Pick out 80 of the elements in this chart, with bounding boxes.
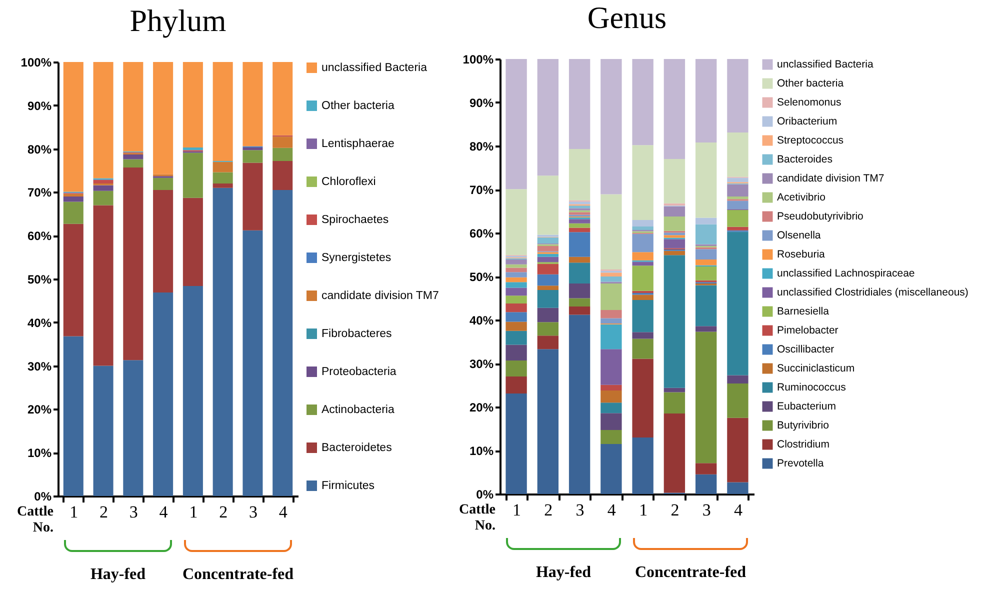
legend-label: Proteobacteria bbox=[322, 366, 397, 378]
y-tick-label: 70% bbox=[27, 186, 52, 200]
y-tick-label: 20% bbox=[27, 402, 52, 417]
x-tick-label: 4 bbox=[734, 500, 743, 520]
legend-label: Clostridium bbox=[777, 438, 830, 450]
y-tick-label: 100% bbox=[20, 56, 52, 70]
legend-label: Selenomonus bbox=[777, 96, 842, 108]
chart-title: Phylum bbox=[130, 3, 226, 38]
legend-label: Bacteroides bbox=[777, 154, 832, 166]
y-tick-label: 10% bbox=[27, 446, 52, 460]
x-tick-label: 4 bbox=[607, 500, 616, 520]
legend-label: Succiniclasticum bbox=[777, 362, 855, 374]
y-tick-label: 90% bbox=[27, 98, 52, 113]
legend-label: Ruminococcus bbox=[777, 382, 846, 394]
x-tick-label: 3 bbox=[576, 500, 584, 520]
y-tick-label: 0% bbox=[476, 488, 494, 502]
legend-label: Pimelobacter bbox=[777, 324, 839, 336]
x-tick-label: 1 bbox=[70, 502, 78, 522]
y-tick-label: 40% bbox=[27, 316, 52, 330]
legend-label: unclassified Clostridiales (miscellaneous) bbox=[777, 286, 968, 298]
legend-label: unclassified Lachnospiraceae bbox=[777, 268, 915, 280]
x-tick-label: 1 bbox=[512, 500, 522, 520]
legend-label: Other bacteria bbox=[322, 100, 395, 112]
legend-label: Chloroflexi bbox=[322, 176, 376, 188]
legend-label: candidate division TM7 bbox=[322, 290, 439, 302]
legend-label: Oribacterium bbox=[777, 116, 838, 128]
y-tick-label: 100% bbox=[462, 52, 494, 66]
y-tick-label: 0% bbox=[34, 490, 52, 504]
x-tick-label: 2 bbox=[670, 500, 680, 520]
x-tick-label: 3 bbox=[129, 502, 138, 522]
legend-label: unclassified Bacteria bbox=[777, 58, 874, 70]
y-tick-label: 80% bbox=[469, 140, 494, 154]
x-tick-label: 4 bbox=[278, 502, 288, 522]
y-tick-label: 50% bbox=[27, 272, 52, 286]
legend-label: Lentisphaerae bbox=[322, 138, 394, 150]
x-tick-label: 1 bbox=[639, 500, 648, 520]
legend-label: Pseudobutyrivibrio bbox=[777, 210, 864, 222]
legend-label: Olsenella bbox=[777, 230, 821, 242]
y-tick-label: 90% bbox=[469, 96, 494, 110]
y-tick-label: 10% bbox=[469, 444, 494, 458]
legend-label: Synergistetes bbox=[322, 252, 392, 264]
x-tick-label: 1 bbox=[189, 502, 198, 522]
text: Hay-fed bbox=[534, 564, 592, 582]
legend-label: candidate division TM7 bbox=[777, 172, 884, 184]
x-tick-label: 2 bbox=[544, 500, 553, 520]
legend-label: Fibrobacteres bbox=[322, 328, 392, 340]
y-tick-label: 80% bbox=[27, 142, 52, 156]
text: Hay-fed bbox=[89, 566, 147, 584]
x-axis-title: Cattle No. bbox=[458, 502, 496, 534]
legend-label: Barnesiella bbox=[777, 306, 830, 318]
legend-label: Eubacterium bbox=[777, 400, 836, 412]
x-tick-label: 2 bbox=[100, 502, 108, 522]
legend-label: Roseburia bbox=[777, 248, 826, 260]
legend-label: Prevotella bbox=[777, 458, 824, 470]
x-tick-label: 2 bbox=[219, 502, 228, 522]
legend-label: Bacteroidetes bbox=[322, 442, 392, 454]
legend-label: Oscillibacter bbox=[777, 344, 835, 356]
y-tick-label: 40% bbox=[469, 314, 494, 328]
y-tick-label: 20% bbox=[469, 400, 494, 414]
x-axis-title: Cattle No. bbox=[16, 504, 54, 536]
legend-label: Butyrivibrio bbox=[777, 420, 830, 432]
legend-label: Streptococcus bbox=[777, 134, 844, 146]
y-tick-label: 60% bbox=[469, 226, 494, 240]
legend-label: Other bacteria bbox=[777, 78, 844, 90]
x-tick-label: 3 bbox=[248, 502, 258, 522]
legend-label: Firmicutes bbox=[322, 480, 375, 492]
text: Concentrate-fed bbox=[634, 564, 748, 582]
text: Concentrate-fed bbox=[181, 566, 295, 584]
y-tick-label: 30% bbox=[469, 357, 494, 371]
x-tick-label: 3 bbox=[702, 500, 711, 520]
y-tick-label: 60% bbox=[27, 229, 52, 244]
legend-label: Spirochaetes bbox=[322, 214, 389, 226]
y-tick-label: 50% bbox=[469, 270, 494, 284]
y-tick-label: 30% bbox=[27, 359, 52, 374]
legend-label: unclassified Bacteria bbox=[322, 62, 428, 74]
y-tick-label: 70% bbox=[469, 183, 494, 197]
chart-title: Genus bbox=[587, 0, 667, 35]
legend-label: Actinobacteria bbox=[322, 404, 395, 416]
x-tick-label: 4 bbox=[159, 502, 168, 522]
legend-label: Acetivibrio bbox=[777, 192, 826, 204]
